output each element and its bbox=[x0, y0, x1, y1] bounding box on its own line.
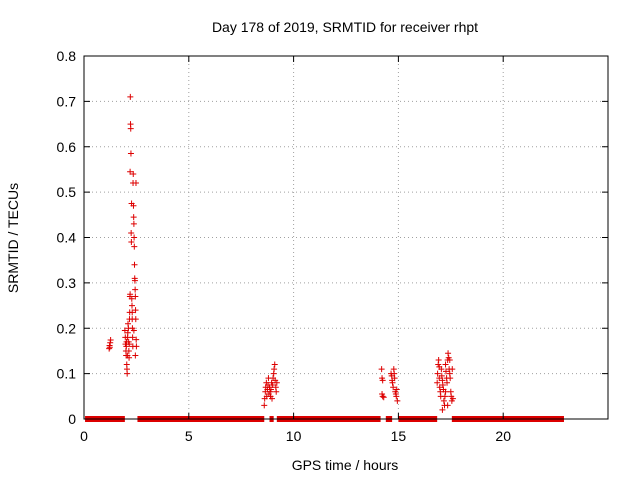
data-point bbox=[128, 302, 135, 309]
data-point bbox=[128, 295, 135, 302]
data-point bbox=[128, 239, 135, 246]
data-point bbox=[132, 316, 139, 323]
y-tick-label: 0.1 bbox=[57, 366, 77, 382]
data-point bbox=[130, 214, 137, 221]
data-point bbox=[393, 393, 400, 400]
data-point bbox=[439, 381, 446, 388]
data-point bbox=[132, 293, 139, 300]
data-point bbox=[130, 327, 137, 334]
data-point bbox=[132, 286, 139, 293]
data-point bbox=[267, 386, 274, 393]
data-point bbox=[132, 307, 139, 314]
x-tick-label: 5 bbox=[185, 428, 193, 444]
data-point bbox=[390, 384, 397, 391]
data-point bbox=[447, 375, 454, 382]
x-tick-label: 20 bbox=[495, 428, 511, 444]
data-point bbox=[125, 347, 132, 354]
y-tick-label: 0.2 bbox=[57, 320, 77, 336]
data-point bbox=[444, 402, 451, 409]
data-point bbox=[133, 343, 140, 350]
data-point bbox=[132, 352, 139, 359]
data-point bbox=[124, 329, 131, 336]
y-tick-label: 0.3 bbox=[57, 275, 77, 291]
data-point bbox=[442, 361, 449, 368]
data-point bbox=[273, 388, 280, 395]
data-point bbox=[129, 334, 136, 341]
data-point bbox=[131, 277, 138, 284]
data-point bbox=[126, 354, 133, 361]
data-point bbox=[128, 229, 135, 236]
x-tick-label: 10 bbox=[286, 428, 302, 444]
data-point bbox=[441, 393, 448, 400]
data-point bbox=[435, 357, 442, 364]
y-tick-label: 0 bbox=[68, 411, 76, 427]
data-point bbox=[131, 243, 138, 250]
data-point bbox=[442, 388, 449, 395]
data-point bbox=[436, 363, 443, 370]
data-point bbox=[132, 180, 139, 187]
data-point bbox=[129, 309, 136, 316]
data-point bbox=[442, 368, 449, 375]
y-tick-label: 0.5 bbox=[57, 184, 77, 200]
x-axis-label: GPS time / hours bbox=[292, 457, 399, 473]
data-point bbox=[124, 370, 131, 377]
plot-frame bbox=[83, 55, 609, 420]
data-point bbox=[438, 372, 445, 379]
data-point bbox=[107, 337, 114, 344]
data-point bbox=[269, 381, 276, 388]
data-point bbox=[379, 377, 386, 384]
data-point bbox=[130, 220, 137, 227]
data-point bbox=[126, 341, 133, 348]
x-tick-label: 0 bbox=[80, 428, 88, 444]
data-point bbox=[440, 397, 447, 404]
data-point bbox=[434, 379, 441, 386]
data-point bbox=[127, 125, 134, 132]
data-point bbox=[127, 93, 134, 100]
data-point bbox=[393, 386, 400, 393]
y-tick-label: 0.6 bbox=[57, 139, 77, 155]
data-point bbox=[127, 150, 134, 157]
data-point bbox=[439, 406, 446, 413]
data-point bbox=[271, 366, 278, 373]
data-point bbox=[394, 397, 401, 404]
data-point bbox=[449, 395, 456, 402]
data-point bbox=[106, 344, 113, 351]
data-point bbox=[444, 379, 451, 386]
data-point bbox=[434, 370, 441, 377]
data-point bbox=[261, 402, 268, 409]
grid bbox=[84, 56, 608, 419]
data-point bbox=[380, 394, 387, 401]
y-tick-label: 0.8 bbox=[57, 48, 77, 64]
data-point bbox=[130, 202, 137, 209]
data-point bbox=[449, 366, 456, 373]
data-point bbox=[133, 336, 140, 343]
data-point bbox=[131, 261, 138, 268]
data-point bbox=[273, 379, 280, 386]
axis-ticks: 0 0.1 0.2 0.3 0.4 0.5 0.6 0.7 0.8 0 5 10 15 20 bbox=[57, 48, 608, 444]
data-point bbox=[445, 350, 452, 357]
y-axis-label: SRMTID / TECUs bbox=[5, 183, 21, 293]
data-point bbox=[389, 379, 396, 386]
y-tick-label: 0.4 bbox=[57, 230, 77, 246]
data-point bbox=[127, 291, 134, 298]
data-point bbox=[271, 361, 278, 368]
chart-title: Day 178 of 2019, SRMTID for receiver rhp… bbox=[212, 19, 478, 35]
data-point bbox=[130, 170, 137, 177]
data-point bbox=[378, 366, 385, 373]
data-point bbox=[269, 395, 276, 402]
data-point bbox=[446, 357, 453, 364]
data-point bbox=[436, 384, 443, 391]
data-point bbox=[127, 168, 134, 175]
y-tick-label: 0.7 bbox=[57, 93, 77, 109]
data-point bbox=[391, 375, 398, 382]
x-tick-label: 15 bbox=[391, 428, 407, 444]
data-points bbox=[106, 93, 456, 413]
data-point bbox=[379, 393, 386, 400]
data-point bbox=[131, 234, 138, 241]
